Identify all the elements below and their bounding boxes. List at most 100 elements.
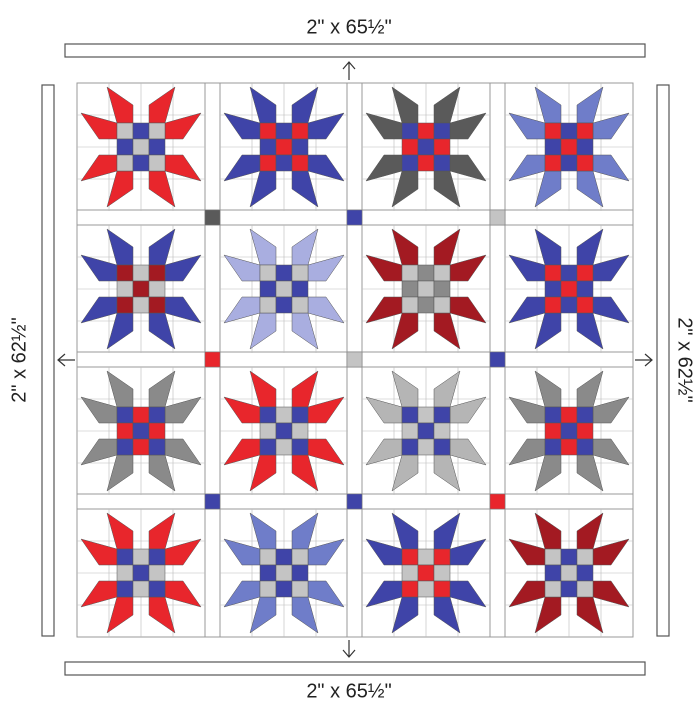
- center-square: [148, 296, 166, 314]
- center-square: [560, 122, 578, 140]
- star-block: [220, 509, 348, 637]
- center-square: [291, 122, 309, 140]
- center-square: [433, 548, 451, 566]
- center-square: [560, 406, 578, 424]
- center-square: [433, 154, 451, 172]
- center-square: [560, 280, 578, 298]
- star-points: [534, 596, 604, 634]
- star-points: [164, 396, 202, 466]
- center-square: [132, 122, 150, 140]
- cornerstone: [489, 209, 506, 226]
- center-square: [544, 438, 562, 456]
- center-square: [132, 154, 150, 172]
- cornerstone: [346, 493, 363, 510]
- center-square: [433, 438, 451, 456]
- star-block: [505, 509, 633, 637]
- center-square: [259, 406, 277, 424]
- center-square: [401, 406, 419, 424]
- center-square: [433, 264, 451, 282]
- center-square: [433, 296, 451, 314]
- star-block: [77, 225, 205, 353]
- center-square: [417, 580, 435, 598]
- center-square: [433, 138, 451, 156]
- center-square: [148, 438, 166, 456]
- star-points: [534, 86, 604, 124]
- center-square: [132, 296, 150, 314]
- center-square: [275, 438, 293, 456]
- center-square: [148, 406, 166, 424]
- star-block: [77, 367, 205, 495]
- center-square: [259, 580, 277, 598]
- center-square: [291, 422, 309, 440]
- center-square: [560, 548, 578, 566]
- center-square: [116, 438, 134, 456]
- center-square: [132, 280, 150, 298]
- center-square: [148, 422, 166, 440]
- star-block: [77, 509, 205, 637]
- star-points: [249, 170, 319, 208]
- bottom-border-strip: [64, 661, 646, 676]
- center-square: [401, 154, 419, 172]
- star-block: [220, 225, 348, 353]
- center-square: [417, 154, 435, 172]
- center-square: [417, 548, 435, 566]
- center-square: [291, 154, 309, 172]
- center-square: [132, 548, 150, 566]
- center-square: [576, 280, 594, 298]
- center-square: [259, 280, 277, 298]
- center-square: [148, 154, 166, 172]
- center-square: [544, 138, 562, 156]
- star-block: [362, 509, 490, 637]
- star-block: [220, 367, 348, 495]
- center-square: [576, 264, 594, 282]
- center-square: [259, 264, 277, 282]
- center-square: [576, 122, 594, 140]
- center-square: [544, 406, 562, 424]
- quilt-top: [76, 82, 634, 638]
- center-square: [148, 564, 166, 582]
- top-label: 2" x 65½": [306, 16, 391, 38]
- center-square: [275, 422, 293, 440]
- top-arrow: [342, 61, 356, 80]
- star-block: [220, 83, 348, 211]
- center-square: [291, 580, 309, 598]
- center-square: [116, 580, 134, 598]
- center-square: [148, 264, 166, 282]
- center-square: [417, 122, 435, 140]
- center-square: [433, 422, 451, 440]
- center-square: [401, 296, 419, 314]
- center-square: [560, 138, 578, 156]
- center-square: [417, 422, 435, 440]
- center-square: [576, 406, 594, 424]
- center-square: [275, 548, 293, 566]
- center-square: [417, 296, 435, 314]
- right-label: 2" x 62½": [674, 317, 696, 402]
- center-square: [275, 154, 293, 172]
- center-square: [401, 280, 419, 298]
- center-square: [116, 122, 134, 140]
- center-square: [132, 438, 150, 456]
- star-points: [449, 538, 487, 608]
- left-border-strip: [41, 84, 55, 637]
- center-square: [544, 564, 562, 582]
- center-square: [544, 280, 562, 298]
- center-square: [132, 264, 150, 282]
- center-square: [275, 280, 293, 298]
- center-square: [417, 280, 435, 298]
- center-square: [259, 438, 277, 456]
- center-square: [401, 438, 419, 456]
- center-square: [275, 406, 293, 424]
- center-square: [417, 138, 435, 156]
- center-square: [417, 406, 435, 424]
- center-square: [291, 406, 309, 424]
- center-square: [291, 280, 309, 298]
- center-square: [576, 422, 594, 440]
- star-block: [505, 367, 633, 495]
- center-square: [544, 422, 562, 440]
- cornerstone: [489, 351, 506, 368]
- center-square: [560, 154, 578, 172]
- center-square: [132, 564, 150, 582]
- star-block: [362, 225, 490, 353]
- center-square: [132, 138, 150, 156]
- center-square: [275, 580, 293, 598]
